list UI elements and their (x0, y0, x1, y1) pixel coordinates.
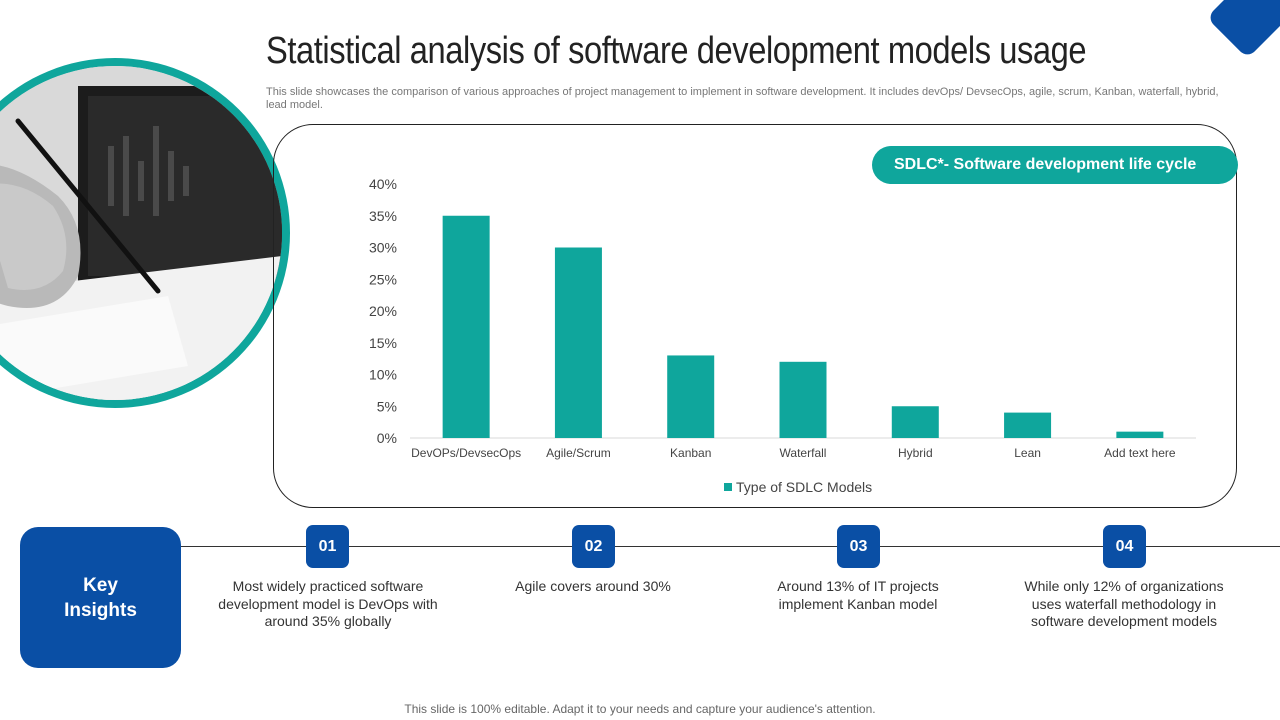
insight-badge-02: 02 (572, 525, 615, 568)
y-tick-label: 10% (369, 367, 397, 383)
sdlc-callout: SDLC*- Software development life cycle (872, 146, 1238, 184)
y-tick-label: 5% (377, 398, 397, 414)
bar (779, 361, 827, 438)
bar (554, 247, 602, 438)
insight-badge-01: 01 (306, 525, 349, 568)
insight-text-02: Agile covers around 30% (515, 578, 671, 594)
page-title: Statistical analysis of software develop… (266, 30, 1087, 72)
legend-swatch (724, 483, 732, 491)
y-tick-label: 0% (377, 430, 397, 446)
y-tick-label: 30% (369, 240, 397, 256)
footer-note: This slide is 100% editable. Adapt it to… (404, 702, 876, 716)
insight-badge-03: 03 (837, 525, 880, 568)
x-tick-label: Add text here (1104, 446, 1176, 460)
insight-text-03: Around 13% of IT projects implement Kanb… (777, 578, 939, 612)
x-tick-label: DevOPs/DevsecOps (411, 446, 521, 460)
insights-timeline (180, 546, 1280, 547)
bar (667, 355, 715, 438)
y-tick-label: 20% (369, 303, 397, 319)
key-insights-box: Key Insights (20, 527, 181, 668)
bar (1004, 412, 1052, 438)
chart-card (273, 124, 1237, 508)
insight-badge-04: 04 (1103, 525, 1146, 568)
x-tick-label: Waterfall (780, 446, 827, 460)
bar (891, 406, 939, 438)
insight-text-04: While only 12% of organizations uses wat… (1024, 578, 1224, 629)
y-tick-label: 25% (369, 271, 397, 287)
key-insights-heading: Key Insights (64, 574, 137, 621)
page-subtitle: This slide showcases the comparison of v… (266, 86, 1219, 111)
bar (1116, 431, 1164, 438)
legend-label: Type of SDLC Models (736, 479, 872, 495)
x-tick-label: Hybrid (898, 446, 933, 460)
insight-text-01: Most widely practiced software developme… (218, 578, 438, 629)
y-tick-label: 15% (369, 335, 397, 351)
y-tick-label: 35% (369, 208, 397, 224)
y-tick-label: 40% (369, 176, 397, 192)
x-tick-label: Kanban (670, 446, 711, 460)
x-tick-label: Lean (1014, 446, 1041, 460)
x-tick-label: Agile/Scrum (546, 446, 611, 460)
bar (442, 215, 490, 438)
photo-frame (0, 58, 290, 408)
